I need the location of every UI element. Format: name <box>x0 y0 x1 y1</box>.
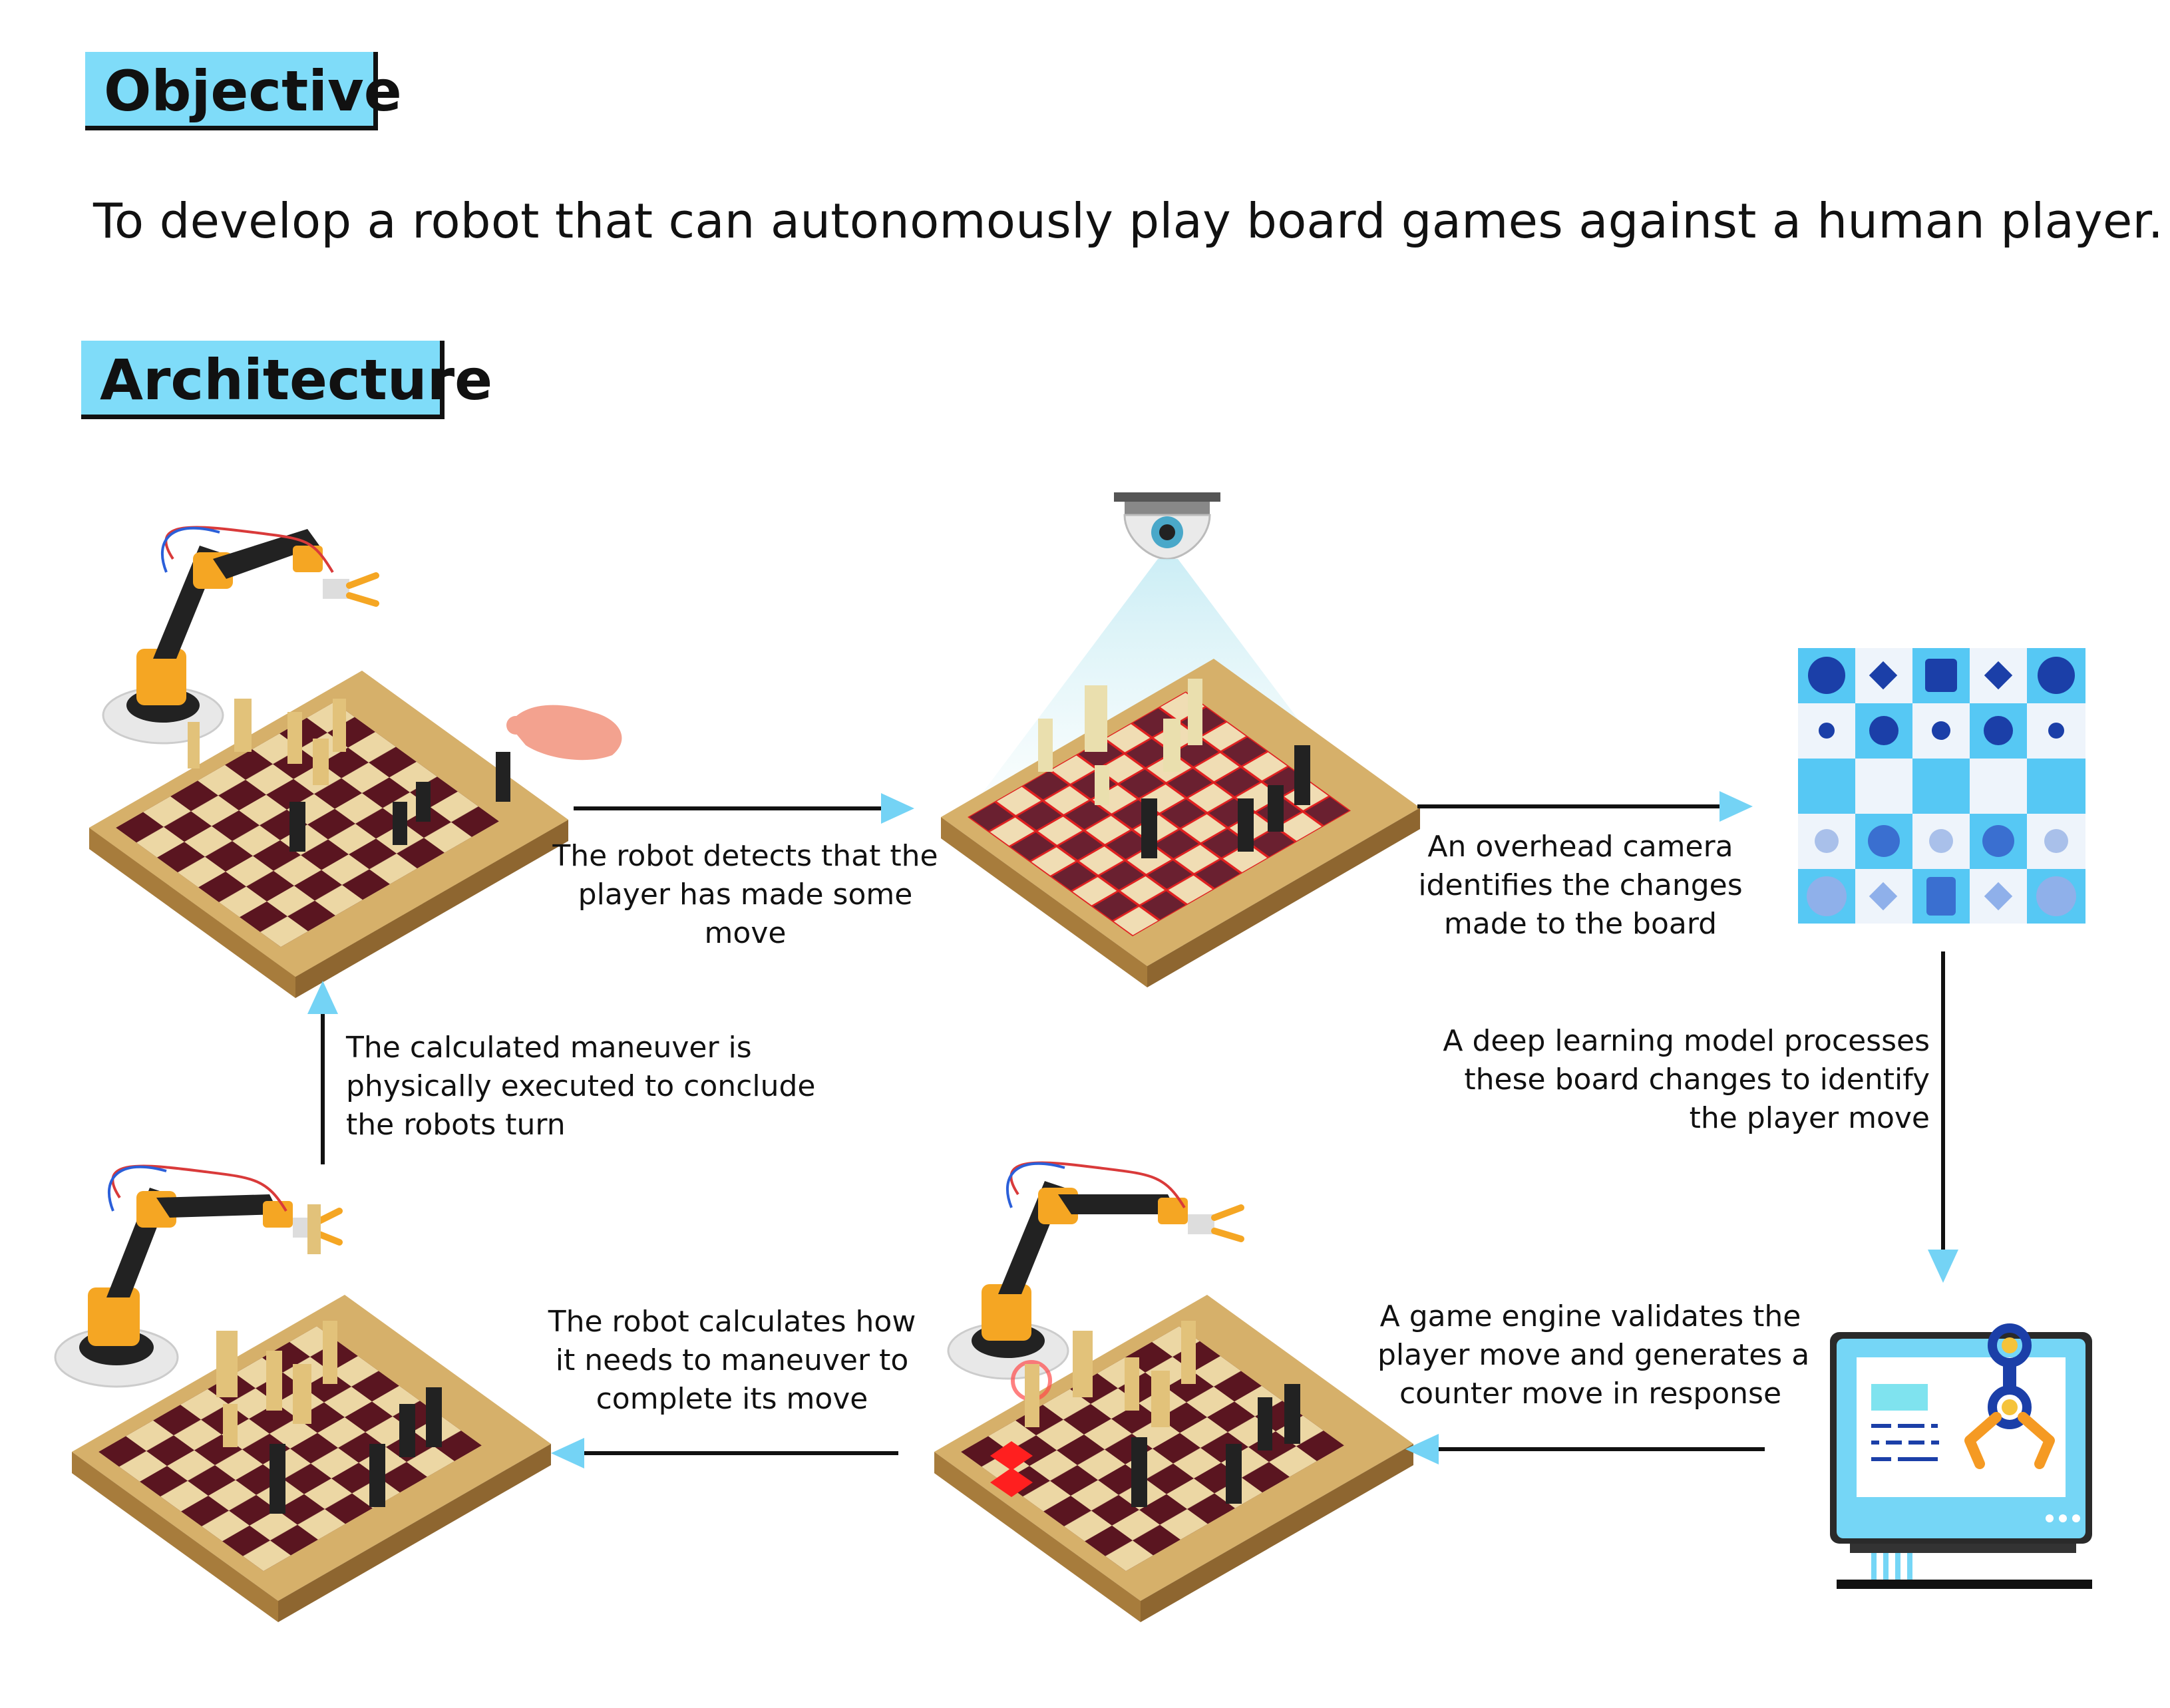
chess-pieces-2 <box>1038 679 1310 858</box>
caption-model: A deep learning model processes these bo… <box>1443 1024 1930 1135</box>
chess-board-2 <box>941 659 1420 987</box>
chess-pieces-5 <box>1011 1321 1300 1507</box>
caption-detect: The robot detects that the player has ma… <box>552 839 938 950</box>
robot-arm-icon <box>54 1164 343 1388</box>
chess-pieces-1 <box>188 699 510 852</box>
objective-text: To develop a robot that can autonomously… <box>93 193 2164 249</box>
chess-board-5 <box>934 1295 1413 1622</box>
chess-board-6 <box>72 1295 551 1622</box>
caption-execute: The calculated maneuver is physically ex… <box>346 1031 816 1142</box>
flow-arrows <box>307 791 1958 1468</box>
caption-camera: An overhead camera identifies the change… <box>1418 830 1743 941</box>
caption-calculate: The robot calculates how it needs to man… <box>548 1305 916 1416</box>
architecture-heading: Architecture <box>81 341 492 419</box>
human-hand-icon <box>506 705 622 761</box>
chess-pieces-6 <box>216 1321 442 1514</box>
ceiling-camera-icon <box>1114 492 1220 560</box>
objective-heading: Objective <box>85 52 402 130</box>
chess-board-1 <box>89 671 568 998</box>
board-state-grid <box>1798 648 2085 924</box>
computer-monitor-icon <box>1830 1323 2092 1589</box>
caption-engine: A game engine validates the player move … <box>1377 1299 1810 1411</box>
